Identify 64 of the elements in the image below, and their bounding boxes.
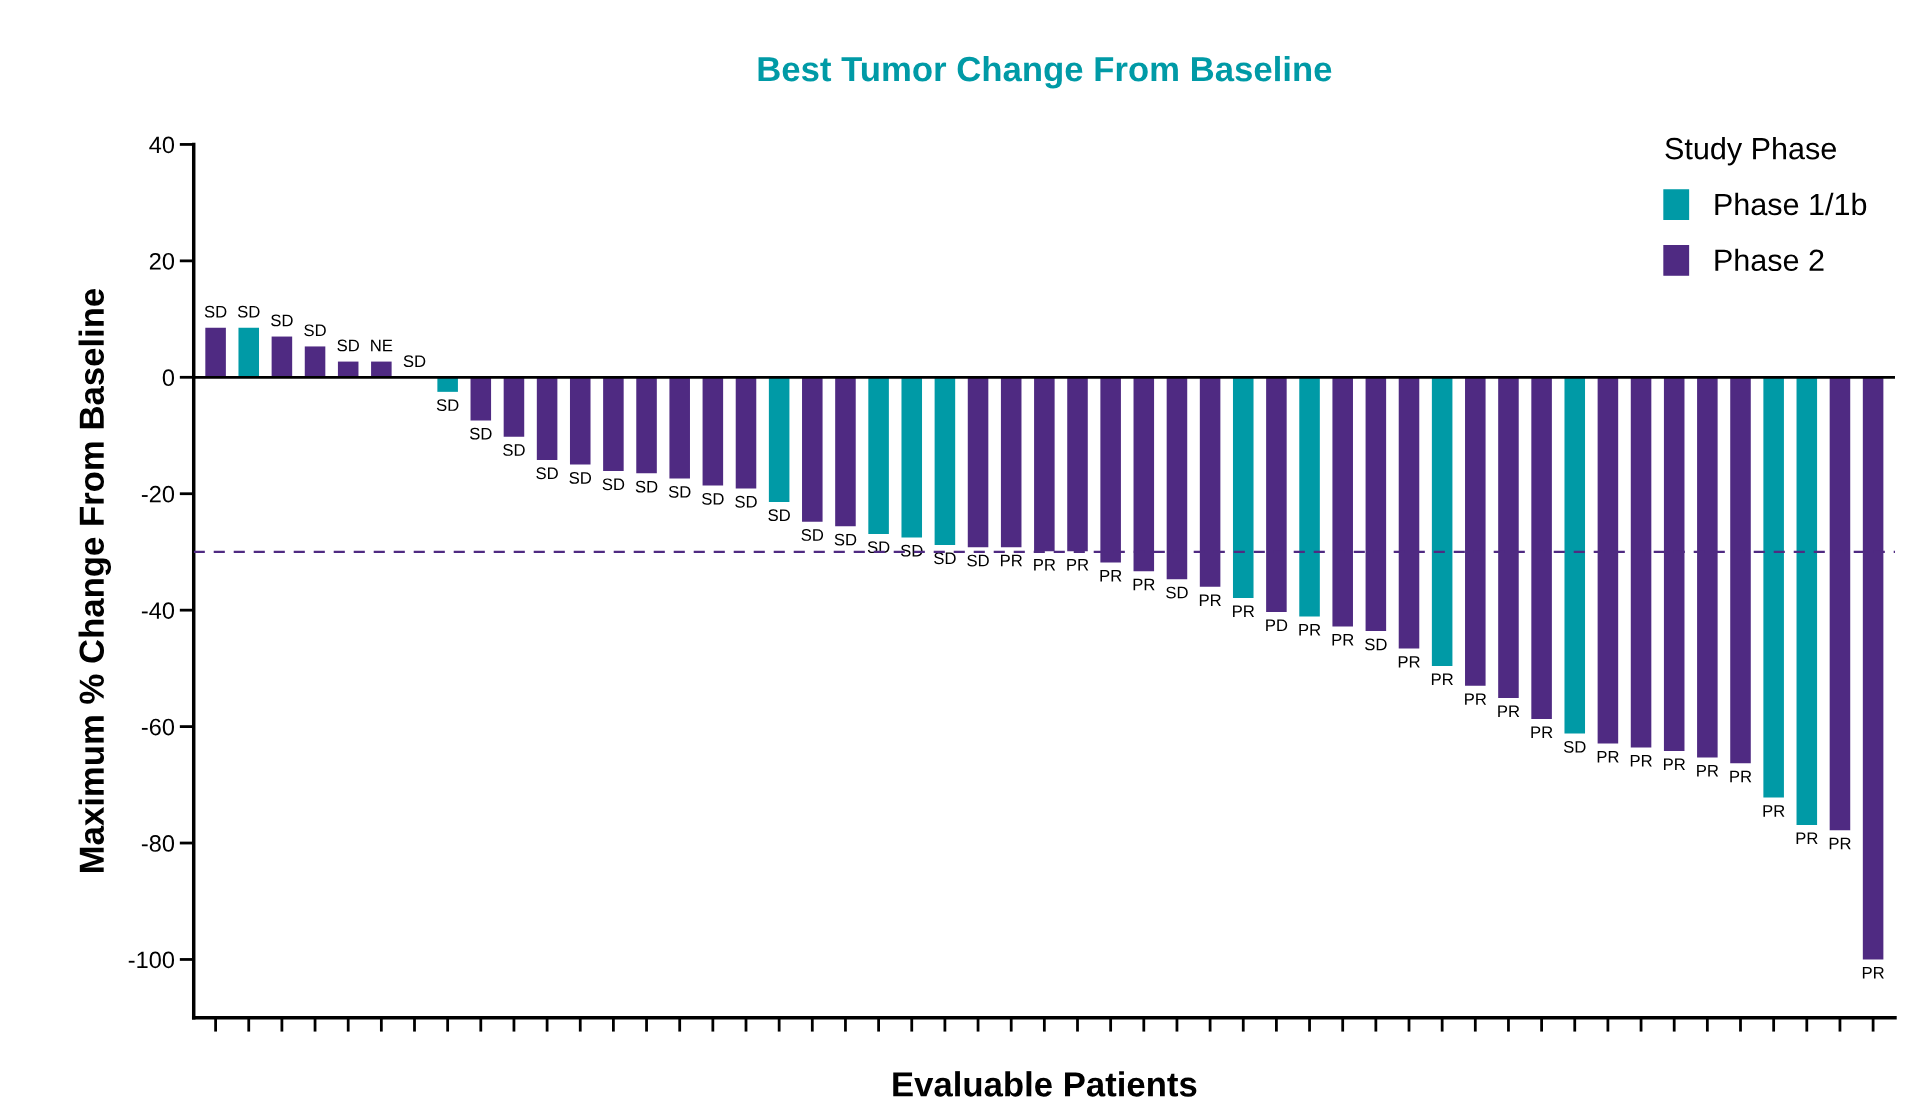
data-label: SD [436, 399, 459, 412]
data-label: SD [834, 533, 857, 546]
data-label: SD [1365, 638, 1387, 651]
data-label: SD [934, 552, 956, 565]
data-label: PR [1000, 554, 1022, 567]
data-label: PR [1796, 832, 1818, 844]
data-label: PR [1100, 569, 1122, 582]
data-label: PD [1266, 619, 1288, 631]
data-label: SD [271, 314, 293, 327]
y-tick-label: -20 [141, 485, 175, 503]
data-label: SD [967, 554, 989, 567]
data-label: SD [237, 305, 260, 318]
data-label: SD [635, 480, 658, 493]
y-tick-label: -100 [128, 951, 175, 969]
data-label: PR [1332, 634, 1354, 646]
data-label: SD [668, 485, 691, 498]
y-tick-label: -60 [141, 718, 175, 736]
data-label: SD [536, 467, 558, 480]
y-tick-label: 0 [162, 369, 175, 387]
data-label: PR [1498, 705, 1520, 718]
y-tick-label: 20 [149, 252, 175, 270]
data-label: PR [1034, 558, 1056, 571]
data-label: PR [1630, 755, 1652, 767]
y-axis-title: Maximum % Change From Baseline [78, 288, 112, 872]
data-label: PR [1398, 656, 1420, 668]
data-label: SD [900, 544, 923, 557]
legend-title: Study Phase [1665, 137, 1836, 166]
chart-title: Best Tumor Change From Baseline [758, 55, 1332, 89]
data-label: PR [1233, 605, 1255, 617]
data-label: SD [602, 478, 625, 491]
data-label: SD [569, 472, 592, 484]
data-label: SD [469, 427, 492, 440]
data-label: SD [204, 305, 227, 318]
data-label: PR [1697, 765, 1719, 777]
legend-label: Phase 1/1b [1715, 192, 1867, 216]
data-label: PR [1597, 751, 1619, 763]
data-label: PR [1067, 558, 1089, 571]
data-label: SD [801, 529, 824, 541]
data-label: SD [702, 492, 724, 505]
data-label: PR [1763, 805, 1785, 817]
data-label: PR [1531, 726, 1553, 739]
data-label: SD [1563, 740, 1586, 753]
data-label: PR [1730, 770, 1752, 783]
data-label: SD [1166, 586, 1188, 599]
data-label: PR [1299, 624, 1321, 636]
data-label: SD [735, 495, 757, 508]
data-label: NE [371, 339, 393, 352]
x-axis-title: Evaluable Patients [893, 1071, 1197, 1097]
data-label: SD [768, 509, 790, 522]
y-tick-label: -80 [141, 835, 175, 852]
y-tick-label: 40 [149, 136, 175, 154]
data-label: SD [503, 444, 525, 456]
y-tick-label: -40 [141, 602, 175, 619]
data-label: PR [1465, 693, 1487, 705]
data-label: SD [304, 324, 326, 337]
legend-label: Phase 2 [1715, 248, 1824, 272]
data-label: SD [337, 339, 359, 352]
data-label: PR [1862, 967, 1884, 979]
data-label: PR [1663, 758, 1686, 771]
data-label: PR [1829, 837, 1851, 850]
data-label: PR [1431, 673, 1453, 686]
data-label: PR [1199, 594, 1221, 606]
data-label: SD [403, 355, 426, 368]
data-label: PR [1133, 578, 1155, 591]
